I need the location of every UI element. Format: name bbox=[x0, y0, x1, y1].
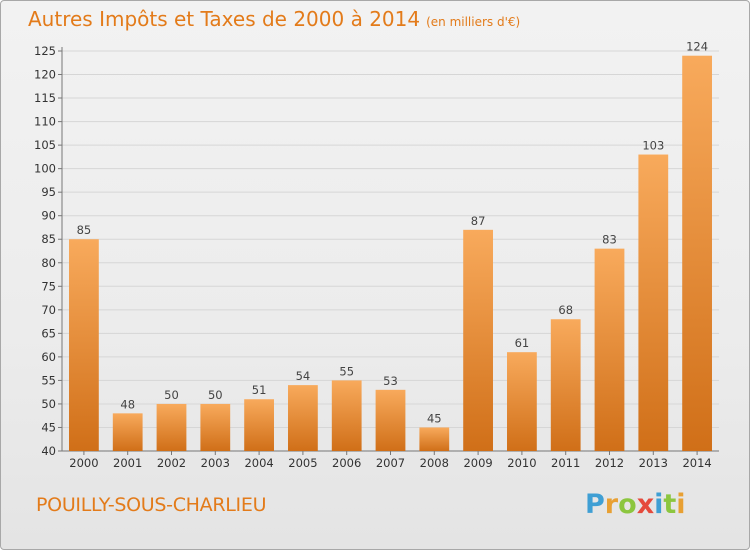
x-tick-label: 2012 bbox=[595, 456, 624, 470]
y-tick-label: 85 bbox=[41, 232, 56, 246]
commune-name: POUILLY-SOUS-CHARLIEU bbox=[36, 494, 267, 516]
logo-letter: i bbox=[654, 489, 664, 520]
y-tick-label: 75 bbox=[41, 279, 56, 293]
x-tick-label: 2013 bbox=[639, 456, 668, 470]
value-label: 50 bbox=[164, 388, 179, 402]
y-tick-label: 90 bbox=[41, 209, 56, 223]
value-label: 50 bbox=[208, 388, 223, 402]
y-tick-label: 50 bbox=[41, 397, 56, 411]
x-tick-label: 2006 bbox=[332, 456, 361, 470]
bar-2008 bbox=[419, 427, 450, 451]
y-tick-label: 80 bbox=[41, 256, 56, 270]
bar-2011 bbox=[550, 319, 581, 451]
value-label: 51 bbox=[252, 383, 267, 397]
y-tick-label: 45 bbox=[41, 420, 56, 434]
y-tick-label: 95 bbox=[41, 185, 56, 199]
x-tick-label: 2014 bbox=[682, 456, 711, 470]
bar-2006 bbox=[331, 380, 362, 451]
y-tick-label: 40 bbox=[41, 444, 56, 458]
logo-letter: r bbox=[604, 489, 619, 520]
x-tick-label: 2000 bbox=[69, 456, 98, 470]
labels: 40 45 50 55 60 65 70 75 80 85 90 95 100 105 110 115 120 1… bbox=[34, 40, 712, 470]
bar-2000 bbox=[69, 239, 99, 451]
bar-2009 bbox=[463, 229, 493, 451]
bar-2005 bbox=[288, 385, 318, 451]
y-tick-label: 105 bbox=[34, 138, 56, 152]
bar-2012 bbox=[594, 248, 625, 451]
y-tick-label: 115 bbox=[34, 91, 56, 105]
logo-letter: t bbox=[663, 489, 677, 520]
x-tick-label: 2010 bbox=[507, 456, 536, 470]
logo-letter: o bbox=[618, 489, 637, 520]
chart-title: Autres Impôts et Taxes de 2000 à 2014 (en… bbox=[28, 7, 520, 31]
logo-letter: i bbox=[676, 489, 686, 520]
value-label: 83 bbox=[602, 233, 617, 247]
bar-2001 bbox=[112, 413, 143, 451]
y-tick-label: 100 bbox=[34, 162, 56, 176]
chart-subtitle: (en milliers d'€) bbox=[426, 15, 521, 29]
y-tick-label: 110 bbox=[34, 115, 56, 129]
proxiti-logo: Proxiti bbox=[585, 489, 686, 520]
x-tick-label: 2003 bbox=[201, 456, 230, 470]
value-label: 48 bbox=[120, 397, 135, 411]
value-label: 61 bbox=[515, 336, 530, 350]
value-label: 87 bbox=[471, 214, 486, 228]
value-label: 53 bbox=[383, 374, 398, 388]
x-tick-label: 2004 bbox=[244, 456, 273, 470]
x-tick-label: 2005 bbox=[288, 456, 317, 470]
value-label: 103 bbox=[642, 139, 664, 153]
bar-2013 bbox=[638, 154, 669, 451]
value-label: 55 bbox=[339, 364, 354, 378]
value-label: 85 bbox=[77, 223, 92, 237]
bar-2003 bbox=[200, 403, 231, 451]
value-label: 68 bbox=[558, 303, 573, 317]
x-tick-label: 2011 bbox=[551, 456, 580, 470]
y-tick-label: 60 bbox=[41, 350, 56, 364]
bar-2007 bbox=[375, 389, 406, 451]
y-tick-label: 65 bbox=[41, 326, 56, 340]
x-tick-label: 2001 bbox=[113, 456, 142, 470]
x-tick-label: 2007 bbox=[376, 456, 405, 470]
x-tick-label: 2009 bbox=[463, 456, 492, 470]
y-tick-label: 55 bbox=[41, 373, 56, 387]
x-tick-label: 2008 bbox=[420, 456, 449, 470]
value-label: 124 bbox=[686, 40, 708, 54]
chart-title-text: Autres Impôts et Taxes de 2000 à 2014 bbox=[28, 7, 421, 31]
logo-letter: x bbox=[636, 489, 655, 520]
logo-letter: P bbox=[585, 489, 605, 520]
x-tick-label: 2002 bbox=[157, 456, 186, 470]
y-tick-label: 70 bbox=[41, 303, 56, 317]
bar-2002 bbox=[156, 403, 187, 451]
bar-2004 bbox=[244, 399, 274, 451]
bars bbox=[69, 55, 712, 452]
y-tick-label: 125 bbox=[34, 44, 56, 58]
y-tick-label: 120 bbox=[34, 68, 56, 82]
value-label: 54 bbox=[296, 369, 311, 383]
bar-2010 bbox=[507, 352, 537, 451]
bar-2014 bbox=[682, 55, 712, 452]
value-label: 45 bbox=[427, 411, 442, 425]
